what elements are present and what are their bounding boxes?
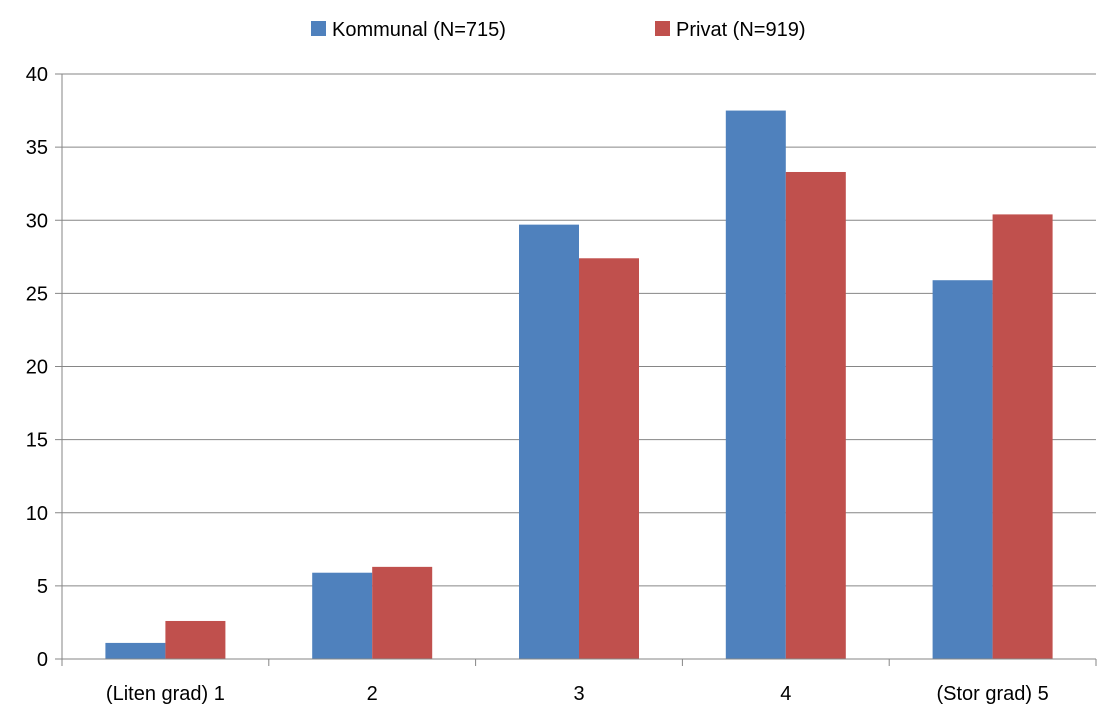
y-tick-label: 10 — [26, 503, 48, 525]
x-tick-label: (Stor grad) 5 — [936, 683, 1048, 705]
bar-series-2 — [579, 258, 639, 659]
bar-series-1 — [105, 642, 166, 659]
legend-label: Privat (N=919) — [676, 19, 806, 41]
x-tick-label: 3 — [573, 683, 584, 705]
y-tick-label: 35 — [26, 137, 48, 159]
bars — [105, 110, 1053, 660]
y-tick-label: 5 — [37, 576, 48, 598]
bar-series-1 — [932, 280, 993, 659]
x-tick-label: 2 — [367, 683, 378, 705]
legend-swatch — [311, 21, 326, 36]
x-tick-label: 4 — [780, 683, 791, 705]
bar-series-1 — [312, 572, 373, 659]
legend: Kommunal (N=715) Privat (N=919) — [311, 19, 806, 41]
y-tick-label: 15 — [26, 430, 48, 452]
legend-label: Kommunal (N=715) — [332, 19, 506, 41]
bar-series-2 — [165, 620, 226, 659]
axes — [55, 73, 1097, 666]
bar-series-2 — [372, 566, 433, 659]
bar-series-1 — [725, 110, 786, 659]
y-tick-label: 40 — [26, 64, 48, 86]
y-tick-label: 30 — [26, 210, 48, 232]
x-tick-labels: (Liten grad) 1 2 3 4 (Stor grad) 5 — [106, 683, 1049, 705]
y-tick-labels: 0 5 10 15 20 25 30 35 40 — [26, 64, 48, 671]
bar-series-2 — [992, 214, 1053, 659]
y-tick-label: 0 — [37, 649, 48, 671]
y-tick-label: 25 — [26, 283, 48, 305]
bar-series-1 — [519, 224, 579, 659]
bar-series-2 — [785, 171, 846, 660]
y-tick-label: 20 — [26, 357, 48, 379]
x-tick-label: (Liten grad) 1 — [106, 683, 225, 705]
legend-swatch — [655, 21, 670, 36]
